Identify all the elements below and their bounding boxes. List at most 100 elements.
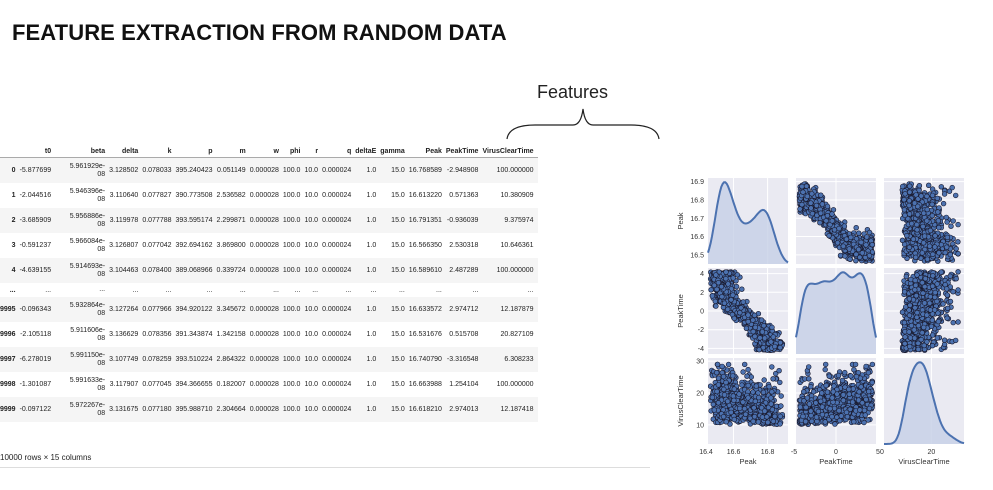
scatter-point [818, 220, 823, 225]
scatter-point [903, 335, 908, 340]
table-cell: 100.0 [283, 397, 305, 422]
scatter-point [720, 294, 725, 299]
scatter-point [956, 251, 961, 256]
scatter-point [945, 316, 950, 321]
column-header-peak: Peak [409, 145, 446, 158]
table-cell: -6.278019 [20, 347, 56, 372]
table-cell: 10.0 [304, 258, 322, 283]
table-cell: 0.000028 [250, 233, 283, 258]
scatter-point [928, 228, 933, 233]
scatter-point [758, 336, 763, 341]
scatter-point [844, 237, 849, 242]
column-header-phi: phi [283, 145, 305, 158]
table-cell: 3.345672 [217, 297, 250, 322]
scatter-point [925, 257, 930, 262]
scatter-point [825, 213, 830, 218]
table-cell: 100.000000 [482, 158, 537, 184]
scatter-point [710, 395, 715, 400]
column-header-m: m [217, 145, 250, 158]
table-cell: 15.0 [380, 297, 409, 322]
scatter-point [942, 338, 947, 343]
scatter-point [814, 203, 819, 208]
column-header-viruscleartime: VirusClearTime [482, 145, 537, 158]
scatter-point [759, 318, 764, 323]
scatter-point [714, 304, 719, 309]
table-cell: -1.301087 [20, 372, 56, 397]
scatter-point [764, 414, 769, 419]
row-index: 2 [0, 208, 20, 233]
pairplot-chart: 16.516.616.716.816.9Peak-4-2024PeakTime1… [672, 172, 982, 484]
table-cell: 0.000024 [322, 158, 355, 184]
table-cell: 12.187418 [482, 397, 537, 422]
scatter-point [937, 250, 942, 255]
column-header-p: p [176, 145, 217, 158]
table-cell: 0.339724 [217, 258, 250, 283]
table-cell: 3.104463 [109, 258, 142, 283]
scatter-point [915, 273, 920, 278]
row-index: 9999 [0, 397, 20, 422]
scatter-point [930, 284, 935, 289]
table-cell: 16.740790 [409, 347, 446, 372]
scatter-point [907, 203, 912, 208]
scatter-point [732, 417, 737, 422]
table-cell: 0.571363 [446, 183, 483, 208]
scatter-point [917, 183, 922, 188]
table-cell: 10.646361 [482, 233, 537, 258]
scatter-point [761, 323, 766, 328]
scatter-point [716, 400, 721, 405]
table-row: 9997 -6.278019 5.991150e- 08 3.107749 0.07825… [0, 347, 538, 372]
table-cell: 5.991633e- 08 [55, 372, 109, 397]
table-cell: 15.0 [380, 322, 409, 347]
scatter-point [749, 375, 754, 380]
scatter-point [769, 340, 774, 345]
table-cell: 2.536582 [217, 183, 250, 208]
scatter-point [907, 313, 912, 318]
scatter-point [720, 364, 725, 369]
scatter-point [921, 224, 926, 229]
panel-peak-vs-viruscleartime [884, 178, 964, 264]
scatter-point [928, 308, 933, 313]
scatter-point [809, 191, 814, 196]
scatter-point [930, 318, 935, 323]
scatter-point [753, 325, 758, 330]
table-cell: ... [217, 283, 250, 297]
scatter-point [914, 293, 919, 298]
scatter-point [943, 250, 948, 255]
scatter-point [900, 184, 905, 189]
scatter-point [954, 276, 959, 281]
scatter-point [762, 409, 767, 414]
table-cell: 2.864322 [217, 347, 250, 372]
scatter-point [739, 287, 744, 292]
scatter-point [916, 323, 921, 328]
scatter-point [930, 202, 935, 207]
scatter-point [935, 210, 940, 215]
scatter-point [818, 211, 823, 216]
table-cell: 0.000024 [322, 372, 355, 397]
table-cell: 16.663988 [409, 372, 446, 397]
table-cell: 1.0 [355, 372, 380, 397]
scatter-point [912, 328, 917, 333]
scatter-point [920, 251, 925, 256]
table-cell: 5.961929e- 08 [55, 158, 109, 184]
scatter-point [744, 326, 749, 331]
table-cell: 16.566350 [409, 233, 446, 258]
scatter-point [721, 374, 726, 379]
scatter-point [769, 396, 774, 401]
scatter-point [951, 219, 956, 224]
column-header-k: k [142, 145, 175, 158]
table-cell: 15.0 [380, 258, 409, 283]
table-cell: 390.773508 [176, 183, 217, 208]
scatter-point [830, 212, 835, 217]
scatter-point [770, 325, 775, 330]
scatter-point [838, 253, 843, 258]
table-cell: -5.877699 [20, 158, 56, 184]
scatter-point [870, 242, 875, 247]
scatter-point [912, 336, 917, 341]
panel-peak-vs-peaktime [796, 178, 876, 264]
table-cell: 15.0 [380, 183, 409, 208]
table-cell: ... [250, 283, 283, 297]
table-cell: 395.240423 [176, 158, 217, 184]
table-cell: 3.869800 [217, 233, 250, 258]
scatter-point [944, 287, 949, 292]
scatter-point [724, 270, 729, 275]
